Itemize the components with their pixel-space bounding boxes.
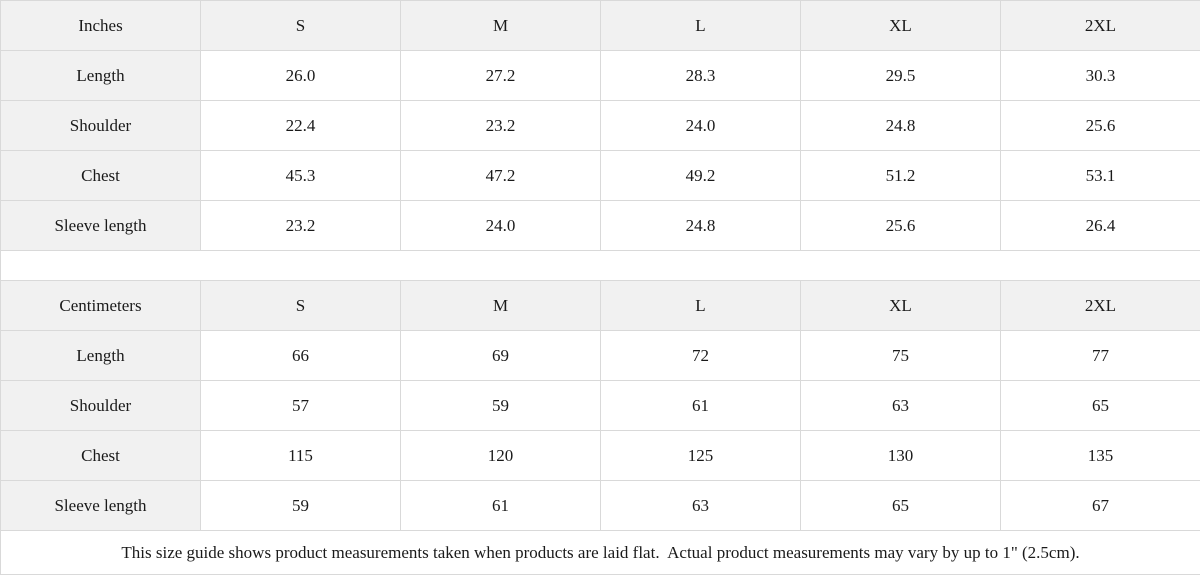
measurement-value: 25.6: [1000, 100, 1200, 151]
measurement-value: 59: [400, 380, 601, 431]
measurement-value: 75: [800, 330, 1001, 381]
measurement-value: 53.1: [1000, 150, 1200, 201]
measurement-value: 59: [200, 480, 401, 531]
measurement-value: 23.2: [200, 200, 401, 251]
measurement-value: 30.3: [1000, 50, 1200, 101]
measurement-value: 77: [1000, 330, 1200, 381]
measurement-value: 47.2: [400, 150, 601, 201]
measurement-value: 69: [400, 330, 601, 381]
measurement-label: Length: [0, 50, 201, 101]
table-row: Sleeve length 59 61 63 65 67: [0, 480, 1200, 531]
measurement-value: 61: [600, 380, 801, 431]
size-header-m: M: [400, 280, 601, 331]
measurement-value: 24.0: [400, 200, 601, 251]
table-row: Chest 115 120 125 130 135: [0, 430, 1200, 481]
size-header-2xl: 2XL: [1000, 280, 1200, 331]
centimeters-header-row: Centimeters S M L XL 2XL: [0, 280, 1200, 331]
measurement-value: 51.2: [800, 150, 1001, 201]
measurement-value: 25.6: [800, 200, 1001, 251]
measurement-value: 22.4: [200, 100, 401, 151]
section-spacer: [0, 250, 1200, 281]
size-header-l: L: [600, 280, 801, 331]
measurement-value: 135: [1000, 430, 1200, 481]
measurement-value: 67: [1000, 480, 1200, 531]
measurement-value: 24.8: [600, 200, 801, 251]
measurement-value: 63: [800, 380, 1001, 431]
measurement-label: Length: [0, 330, 201, 381]
size-header-s: S: [200, 280, 401, 331]
size-header-2xl: 2XL: [1000, 0, 1200, 51]
measurement-value: 63: [600, 480, 801, 531]
table-row: Sleeve length 23.2 24.0 24.8 25.6 26.4: [0, 200, 1200, 251]
table-row: Length 26.0 27.2 28.3 29.5 30.3: [0, 50, 1200, 101]
table-row: Chest 45.3 47.2 49.2 51.2 53.1: [0, 150, 1200, 201]
size-header-s: S: [200, 0, 401, 51]
measurement-label: Shoulder: [0, 100, 201, 151]
measurement-value: 61: [400, 480, 601, 531]
measurement-label: Shoulder: [0, 380, 201, 431]
measurement-label: Sleeve length: [0, 200, 201, 251]
table-row: Shoulder 57 59 61 63 65: [0, 380, 1200, 431]
measurement-value: 125: [600, 430, 801, 481]
footnote-text: This size guide shows product measuremen…: [0, 530, 1200, 575]
measurement-value: 130: [800, 430, 1001, 481]
table-row: Shoulder 22.4 23.2 24.0 24.8 25.6: [0, 100, 1200, 151]
measurement-value: 26.0: [200, 50, 401, 101]
measurement-label: Sleeve length: [0, 480, 201, 531]
measurement-label: Chest: [0, 430, 201, 481]
spacer-cell: [0, 250, 1200, 281]
size-header-l: L: [600, 0, 801, 51]
measurement-value: 57: [200, 380, 401, 431]
table-row: Length 66 69 72 75 77: [0, 330, 1200, 381]
measurement-value: 65: [1000, 380, 1200, 431]
measurement-value: 27.2: [400, 50, 601, 101]
measurement-value: 65: [800, 480, 1001, 531]
measurement-value: 29.5: [800, 50, 1001, 101]
size-header-xl: XL: [800, 280, 1001, 331]
measurement-value: 72: [600, 330, 801, 381]
measurement-value: 24.0: [600, 100, 801, 151]
measurement-value: 120: [400, 430, 601, 481]
size-header-m: M: [400, 0, 601, 51]
measurement-value: 28.3: [600, 50, 801, 101]
measurement-label: Chest: [0, 150, 201, 201]
measurement-value: 49.2: [600, 150, 801, 201]
unit-header-centimeters: Centimeters: [0, 280, 201, 331]
measurement-value: 26.4: [1000, 200, 1200, 251]
measurement-value: 115: [200, 430, 401, 481]
measurement-value: 24.8: [800, 100, 1001, 151]
footnote-row: This size guide shows product measuremen…: [0, 530, 1200, 575]
inches-header-row: Inches S M L XL 2XL: [0, 0, 1200, 51]
size-header-xl: XL: [800, 0, 1001, 51]
measurement-value: 23.2: [400, 100, 601, 151]
measurement-value: 45.3: [200, 150, 401, 201]
unit-header-inches: Inches: [0, 0, 201, 51]
measurement-value: 66: [200, 330, 401, 381]
